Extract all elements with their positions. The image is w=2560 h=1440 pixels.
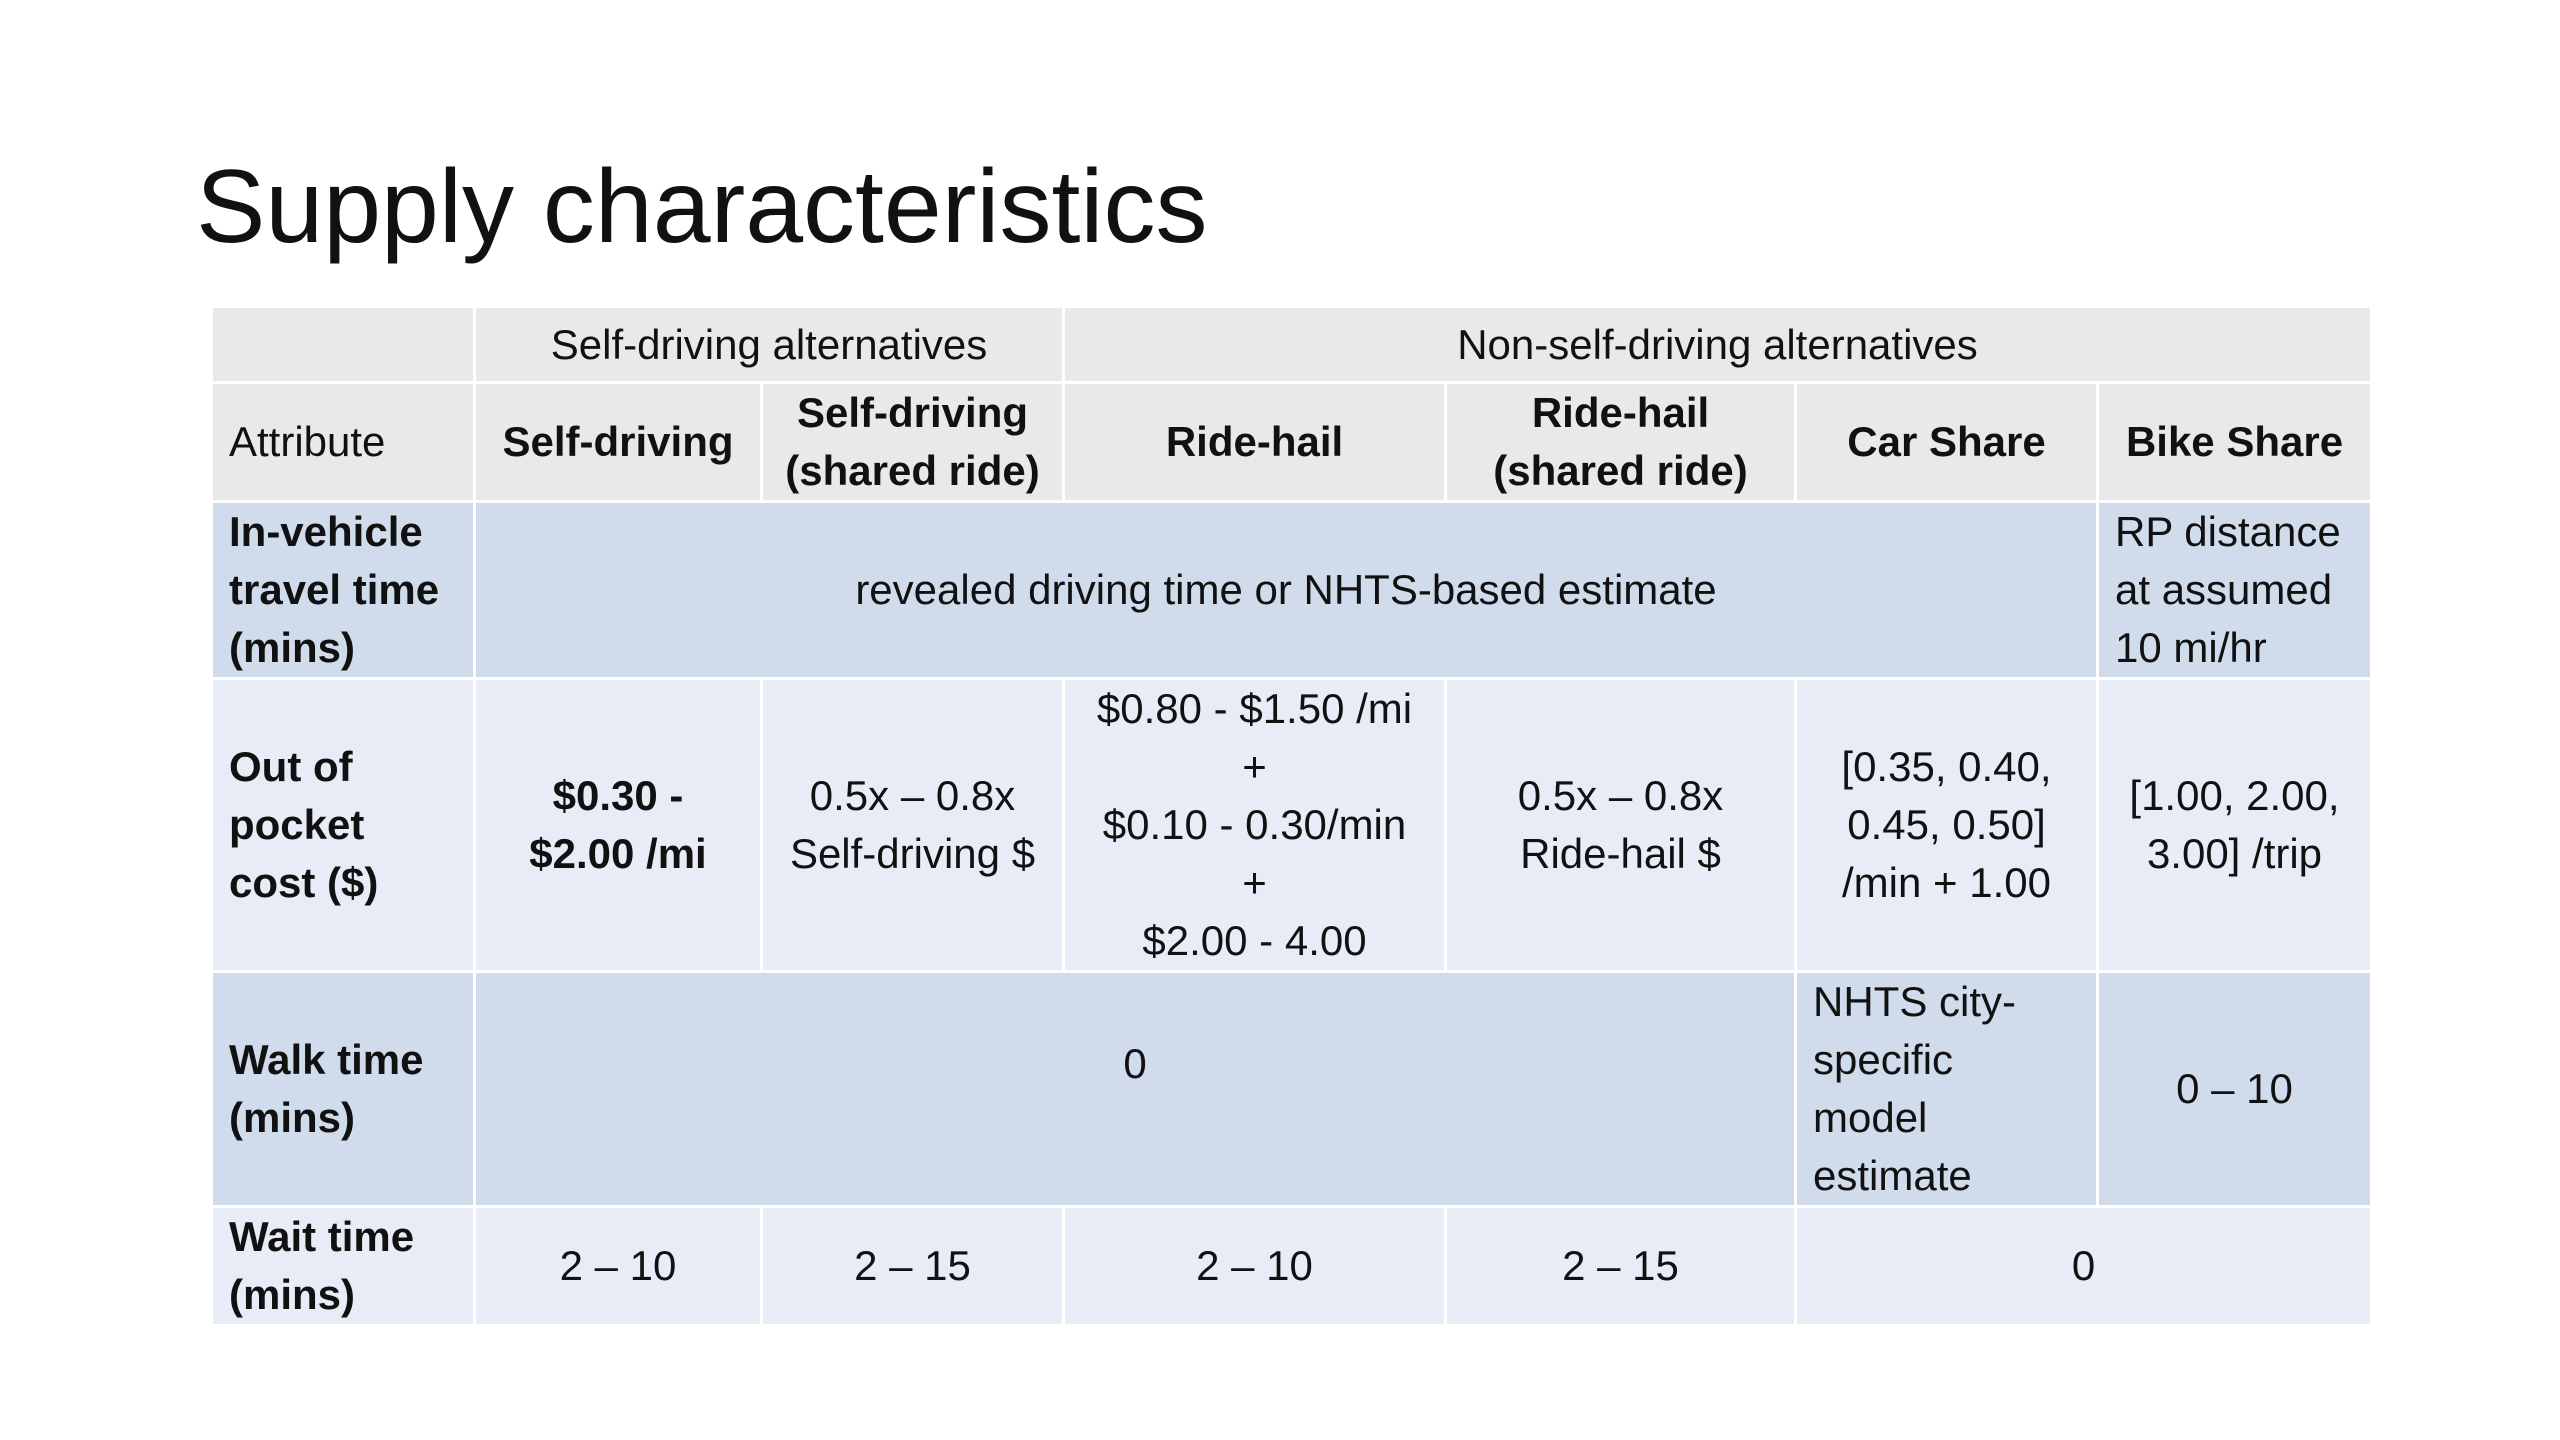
row-label-line: travel time [229,566,440,613]
cell-line: NHTS city- [1813,978,2016,1025]
column-header-ride-hail-shared-line1: Ride-hail [1531,389,1710,436]
cell-line: $2.00 - 4.00 [1142,917,1367,964]
group-header-non-self-driving: Non-self-driving alternatives [1062,305,2373,384]
column-header-self-driving: Self-driving [473,381,763,503]
column-header-ride-hail-shared: Ride-hail (shared ride) [1444,381,1797,503]
cell-line: 3.00] /trip [2146,830,2323,877]
cell-line: $0.30 - [552,772,684,819]
row-walk-time: Walk time (mins) 0 NHTS city- specific m… [210,970,2373,1208]
cell-line: Self-driving $ [789,830,1036,877]
row-label-line: (mins) [229,1271,355,1318]
column-header-bike-share: Bike Share [2096,381,2373,503]
row-label-walk-time: Walk time (mins) [210,970,476,1208]
cell-cost-ride-hail: $0.80 - $1.50 /mi + $0.10 - 0.30/min + $… [1062,677,1447,973]
cell-line: model [1813,1094,1928,1141]
cell-in-vehicle-bike-share: RP distance at assumed 10 mi/hr [2096,500,2373,680]
cell-walk-merged: 0 [473,970,1797,1208]
cell-wait-self-driving: 2 – 10 [473,1205,763,1327]
cell-cost-self-driving: $0.30 - $2.00 /mi [473,677,763,973]
cell-cost-ride-hail-shared: 0.5x – 0.8x Ride-hail $ [1444,677,1797,973]
row-label-line: pocket [229,801,365,848]
column-header-ride-hail-shared-line2: (shared ride) [1493,447,1748,494]
cell-line: + [1242,743,1267,790]
cell-line: 0.45, 0.50] [1847,801,2046,848]
cell-line: 0.5x – 0.8x [809,772,1016,819]
row-label-line: In-vehicle [229,508,423,555]
cell-line: specific [1813,1036,1954,1083]
row-in-vehicle-travel-time: In-vehicle travel time (mins) revealed d… [210,500,2373,680]
cell-line: [1.00, 2.00, [2129,772,2340,819]
cell-line: /min + 1.00 [1842,859,2051,906]
cell-cost-self-driving-shared: 0.5x – 0.8x Self-driving $ [760,677,1065,973]
supply-characteristics-table: Self-driving alternatives Non-self-drivi… [210,305,2373,1327]
row-label-line: (mins) [229,1094,355,1141]
column-header-row: Attribute Self-driving Self-driving (sha… [210,381,2373,503]
cell-line: [0.35, 0.40, [1841,743,2052,790]
cell-wait-ride-hail-shared: 2 – 15 [1444,1205,1797,1327]
column-header-self-driving-shared-line1: Self-driving [796,389,1029,436]
row-label-wait-time: Wait time (mins) [210,1205,476,1327]
cell-wait-ride-hail: 2 – 10 [1062,1205,1447,1327]
column-header-self-driving-shared-line2: (shared ride) [785,447,1040,494]
row-label-in-vehicle-travel-time: In-vehicle travel time (mins) [210,500,476,680]
row-out-of-pocket-cost: Out of pocket cost ($) $0.30 - $2.00 /mi… [210,677,2373,973]
column-header-self-driving-shared: Self-driving (shared ride) [760,381,1065,503]
cell-line: estimate [1813,1152,1972,1199]
cell-line: Ride-hail $ [1520,830,1721,877]
row-label-out-of-pocket-cost: Out of pocket cost ($) [210,677,476,973]
cell-walk-car-share: NHTS city- specific model estimate [1794,970,2099,1208]
cell-walk-bike-share: 0 – 10 [2096,970,2373,1208]
cell-line: $2.00 /mi [529,830,707,877]
row-label-line: (mins) [229,624,355,671]
slide-title: Supply characteristics [196,149,1208,265]
cell-in-vehicle-merged: revealed driving time or NHTS-based esti… [473,500,2099,680]
group-header-row: Self-driving alternatives Non-self-drivi… [210,305,2373,384]
row-label-line: cost ($) [229,859,379,906]
cell-cost-car-share: [0.35, 0.40, 0.45, 0.50] /min + 1.00 [1794,677,2099,973]
column-header-ride-hail: Ride-hail [1062,381,1447,503]
row-wait-time: Wait time (mins) 2 – 10 2 – 15 2 – 10 2 … [210,1205,2373,1327]
cell-wait-car-bike-merged: 0 [1794,1205,2373,1327]
cell-line: + [1242,859,1267,906]
cell-cost-bike-share: [1.00, 2.00, 3.00] /trip [2096,677,2373,973]
group-header-self-driving: Self-driving alternatives [473,305,1065,384]
cell-wait-self-driving-shared: 2 – 15 [760,1205,1065,1327]
cell-line: $0.10 - 0.30/min [1102,801,1407,848]
cell-line: 10 mi/hr [2115,624,2267,671]
column-header-car-share: Car Share [1794,381,2099,503]
cell-line: RP distance [2115,508,2341,555]
group-header-blank [210,305,476,384]
cell-line: 0.5x – 0.8x [1517,772,1724,819]
cell-line: at assumed [2115,566,2333,613]
cell-line: $0.80 - $1.50 /mi [1096,685,1413,732]
column-header-attribute: Attribute [210,381,476,503]
row-label-line: Walk time [229,1036,424,1083]
row-label-line: Out of [229,743,353,790]
row-label-line: Wait time [229,1213,415,1260]
